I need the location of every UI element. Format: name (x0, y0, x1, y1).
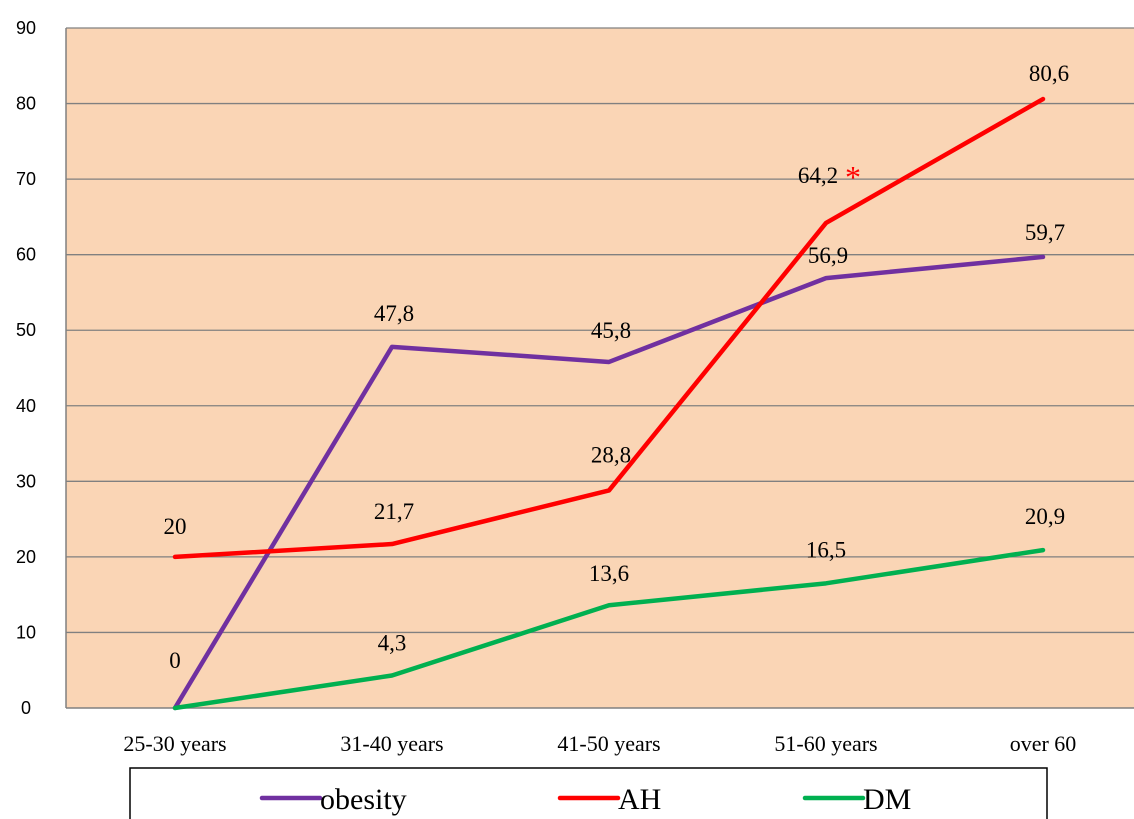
data-label-dm: 4,3 (378, 631, 407, 656)
legend-box (129, 767, 1048, 819)
data-label-dm: 20,9 (1025, 504, 1065, 529)
x-tick-label: 41-50 years (557, 731, 660, 756)
legend-label-dm: DM (863, 783, 911, 816)
legend-label-ah: AH (618, 783, 661, 816)
y-tick-label: 30 (16, 471, 36, 491)
legend: obesity AH DM (129, 767, 1048, 819)
x-tick-label: 25-30 years (123, 731, 226, 756)
series-lines (172, 96, 1046, 711)
x-tick-label: 51-60 years (774, 731, 877, 756)
y-axis-ticks: 0 10 20 30 40 50 60 70 80 90 (16, 18, 36, 718)
data-label-dm: 13,6 (589, 561, 629, 586)
data-label-ah: 28,8 (591, 442, 631, 467)
gridlines (65, 27, 1134, 709)
series-line-ah (172, 96, 1046, 560)
series-line-obesity (172, 254, 1046, 711)
data-label-obesity: 45,8 (591, 318, 631, 343)
data-label-obesity: 59,7 (1025, 220, 1065, 245)
legend-label-obesity: obesity (320, 783, 407, 816)
data-label-ah: 80,6 (1029, 61, 1069, 86)
data-label-ah: 21,7 (374, 499, 414, 524)
data-label-ah: 64,2 (798, 163, 838, 188)
x-tick-label: over 60 (1010, 731, 1077, 756)
data-label-obesity: 47,8 (374, 301, 414, 326)
x-tick-label: 31-40 years (340, 731, 443, 756)
significance-asterisk: * (845, 159, 861, 195)
data-label-obesity: 56,9 (808, 243, 848, 268)
y-tick-label: 50 (16, 320, 36, 340)
y-tick-label: 60 (16, 245, 36, 265)
y-tick-label: 70 (16, 169, 36, 189)
data-label-dm: 16,5 (806, 537, 846, 562)
data-labels: 0 47,8 45,8 56,9 59,7 20 21,7 28,8 64,2 80,6 4,3 13… (164, 61, 1070, 673)
y-tick-label: 40 (16, 396, 36, 416)
data-label-obesity: 0 (169, 648, 181, 673)
series-line-dm (172, 547, 1046, 711)
x-axis-ticks: 25-30 years 31-40 years 41-50 years 51-60 y… (123, 731, 1076, 756)
y-tick-label: 0 (21, 698, 31, 718)
y-tick-label: 90 (16, 18, 36, 38)
data-label-ah: 20 (164, 514, 187, 539)
y-tick-label: 10 (16, 622, 36, 642)
y-tick-label: 20 (16, 547, 36, 567)
y-tick-label: 80 (16, 94, 36, 114)
annotations: * (845, 159, 861, 195)
